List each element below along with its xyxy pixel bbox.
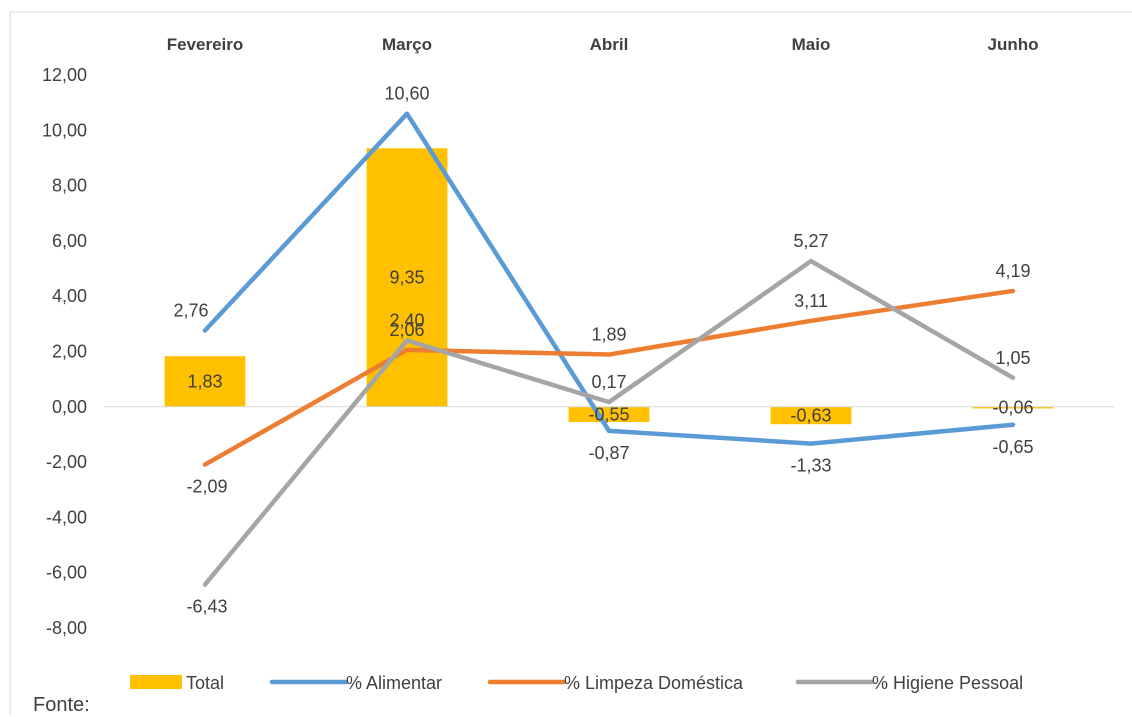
y-tick-label: 12,00 [42,65,87,85]
y-tick-label: 10,00 [42,120,87,140]
data-label: 10,60 [384,84,429,104]
category-label: Fevereiro [167,35,244,54]
data-label: 1,05 [995,348,1030,368]
y-tick-label: -8,00 [46,618,87,638]
category-labels: Fevereiro Março Abril Maio Junho [167,35,1039,54]
data-label: 2,06 [389,320,424,340]
y-tick-label: 2,00 [52,342,87,362]
chart-frame [9,11,1132,715]
series-line [202,111,1016,446]
legend-label: % Limpeza Doméstica [564,673,744,693]
bar [972,406,1054,409]
legend-swatch [130,675,182,689]
data-label: 9,35 [389,268,424,288]
data-label: -0,63 [790,406,831,426]
line-series [202,111,1016,587]
series-line [202,258,1016,587]
data-label: 1,89 [591,325,626,345]
data-label: -0,65 [992,437,1033,457]
y-tick-label: -2,00 [46,452,87,472]
legend-label: % Alimentar [346,673,442,693]
data-label: -1,33 [790,456,831,476]
series-line [202,288,1016,467]
data-label: 0,17 [591,372,626,392]
data-label: 2,76 [173,300,208,320]
bar [568,406,650,423]
y-tick-label: -6,00 [46,563,87,583]
data-label: -2,09 [186,477,227,497]
y-tick-label: 0,00 [52,397,87,417]
data-label: 2,40 [389,310,424,330]
legend-label: Total [186,673,224,693]
category-label: Abril [590,35,629,54]
category-label: Maio [792,35,831,54]
data-labels: 1,83 9,35 -0,55 -0,63 -0,06 2,76 10,60 -0,87 -1,… [173,84,1033,617]
source-note: Fonte: [33,694,90,716]
category-label: Junho [988,35,1039,54]
data-label: -0,87 [588,443,629,463]
y-axis-tick-labels: 12,00 10,00 8,00 6,00 4,00 2,00 0,00 -2,00 -4,00… [42,65,87,638]
bar [164,356,246,407]
data-label: 4,19 [995,261,1030,281]
data-label: -6,43 [186,597,227,617]
data-label: 3,11 [794,291,828,311]
data-label: 5,27 [793,231,828,251]
data-label: -0,06 [992,398,1033,418]
data-label: 1,83 [187,372,222,392]
y-tick-label: 6,00 [52,231,87,251]
legend-label: % Higiene Pessoal [872,673,1023,693]
data-label: -0,55 [588,404,629,424]
y-tick-label: 8,00 [52,176,87,196]
legend: Total % Alimentar % Limpeza Doméstica % Hig… [130,673,1023,693]
category-label: Março [382,35,432,54]
y-tick-label: 4,00 [52,286,87,306]
bar [770,406,852,425]
y-tick-label: -4,00 [46,507,87,527]
